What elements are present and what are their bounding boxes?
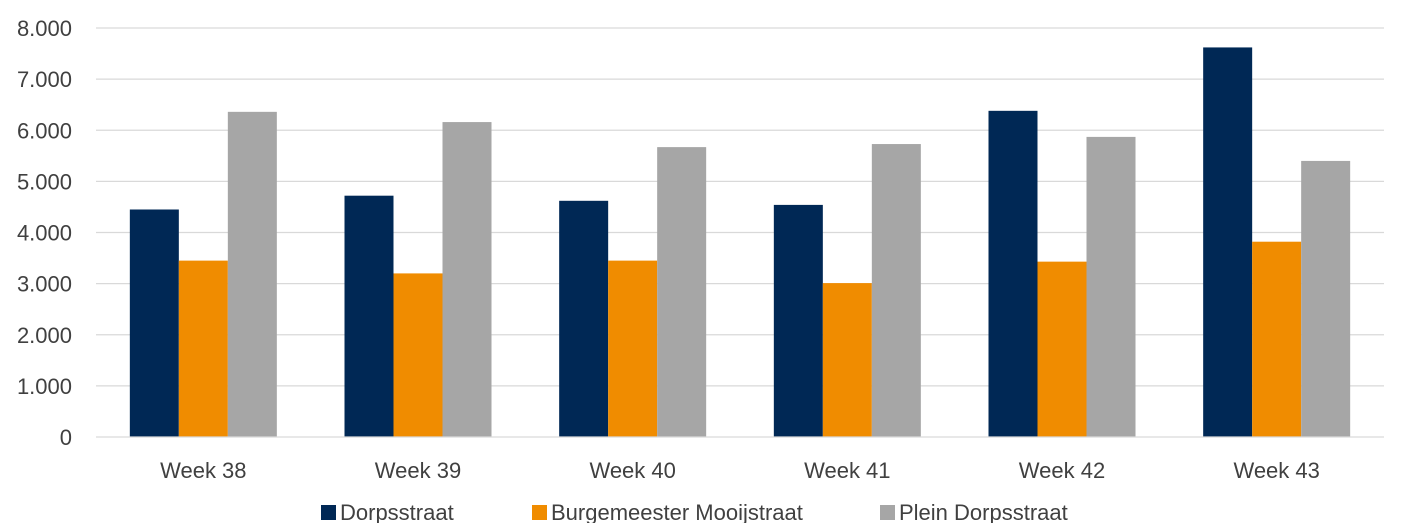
legend-swatch <box>532 505 547 520</box>
bar-plein-dorpsstraat <box>871 144 921 437</box>
bar-dorpsstraat <box>988 110 1038 437</box>
x-tick-label: Week 43 <box>1233 458 1319 483</box>
y-tick-label: 4.000 <box>17 221 72 246</box>
legend-swatch <box>880 505 895 520</box>
y-tick-label: 0 <box>60 425 72 450</box>
bars <box>129 47 1351 438</box>
y-tick-label: 3.000 <box>17 272 72 297</box>
y-tick-label: 7.000 <box>17 67 72 92</box>
y-tick-label: 1.000 <box>17 374 72 399</box>
bar-dorpsstraat <box>773 204 823 437</box>
x-tick-label: Week 42 <box>1019 458 1105 483</box>
y-tick-label: 2.000 <box>17 323 72 348</box>
x-tick-label: Week 39 <box>375 458 461 483</box>
x-tick-label: Week 41 <box>804 458 890 483</box>
bar-burgemeester-mooijstraat <box>178 260 228 437</box>
legend-label: Burgemeester Mooijstraat <box>551 500 803 523</box>
bar-burgemeester-mooijstraat <box>608 260 658 437</box>
gridlines <box>96 27 1384 387</box>
legend-label: Dorpsstraat <box>340 500 454 523</box>
y-tick-label: 6.000 <box>17 118 72 143</box>
bar-plein-dorpsstraat <box>1301 160 1351 438</box>
x-axis-ticks: Week 38 Week 39 Week 40 Week 41 Week 42 Week … <box>160 458 1320 483</box>
bar-dorpsstraat <box>1203 47 1253 438</box>
bar-burgemeester-mooijstraat <box>1037 261 1087 437</box>
bar-plein-dorpsstraat <box>1086 136 1136 438</box>
legend: Dorpsstraat Burgemeester Mooijstraat Plein… <box>321 500 1068 523</box>
y-tick-label: 5.000 <box>17 169 72 194</box>
bar-burgemeester-mooijstraat <box>393 273 443 437</box>
bar-plein-dorpsstraat <box>657 147 707 437</box>
x-tick-label: Week 40 <box>589 458 675 483</box>
bar-dorpsstraat <box>559 200 609 437</box>
bar-dorpsstraat <box>344 195 394 437</box>
bar-burgemeester-mooijstraat <box>1252 241 1302 437</box>
bar-burgemeester-mooijstraat <box>822 283 872 437</box>
y-tick-label: 8.000 <box>17 16 72 41</box>
legend-swatch <box>321 505 336 520</box>
bar-plein-dorpsstraat <box>227 111 277 437</box>
y-axis-ticks: 0 1.000 2.000 3.000 4.000 5.000 6.000 7.000 8.00… <box>17 16 72 450</box>
x-tick-label: Week 38 <box>160 458 246 483</box>
bar-dorpsstraat <box>129 209 179 437</box>
bar-plein-dorpsstraat <box>442 122 492 437</box>
legend-label: Plein Dorpsstraat <box>899 500 1068 523</box>
